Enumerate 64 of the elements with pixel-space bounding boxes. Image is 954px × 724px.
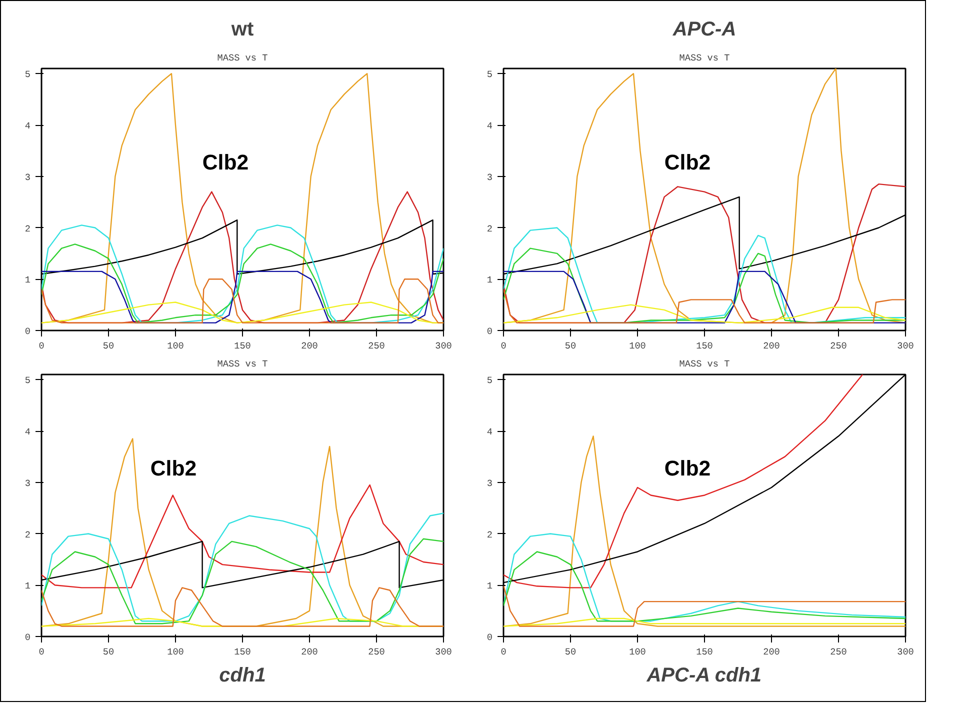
y-tick-label: 1 xyxy=(24,274,31,286)
chart-title: MASS vs T xyxy=(217,358,268,370)
y-tick-label: 0 xyxy=(24,632,31,643)
x-tick-label: 300 xyxy=(897,340,914,352)
y-tick-label: 2 xyxy=(24,223,31,234)
annotation: Clb2 xyxy=(664,150,711,174)
x-tick-label: 200 xyxy=(301,646,318,658)
x-tick-label: 100 xyxy=(167,340,184,352)
y-tick-label: 4 xyxy=(486,120,493,132)
x-tick-label: 100 xyxy=(629,340,646,352)
chart-title: MASS vs T xyxy=(217,52,268,64)
y-tick-label: 0 xyxy=(486,326,493,337)
y-tick-label: 4 xyxy=(24,426,31,438)
y-tick-label: 4 xyxy=(486,426,493,438)
x-tick-label: 150 xyxy=(234,340,252,352)
y-tick-label: 2 xyxy=(24,529,31,540)
x-tick-label: 250 xyxy=(368,340,386,352)
x-tick-label: 250 xyxy=(830,340,848,352)
x-tick-label: 50 xyxy=(564,646,576,658)
y-tick-label: 5 xyxy=(486,69,493,80)
x-tick-label: 150 xyxy=(696,340,714,352)
annotation: Clb2 xyxy=(150,456,197,480)
chart-title: MASS vs T xyxy=(679,52,730,64)
x-tick-label: 100 xyxy=(629,646,646,658)
x-tick-label: 300 xyxy=(435,646,452,658)
x-tick-label: 50 xyxy=(102,646,114,658)
x-tick-label: 0 xyxy=(500,646,507,658)
y-tick-label: 2 xyxy=(486,223,493,234)
y-tick-label: 1 xyxy=(24,580,31,592)
y-tick-label: 1 xyxy=(486,580,493,592)
x-tick-label: 0 xyxy=(38,646,45,658)
y-tick-label: 3 xyxy=(486,172,493,183)
text: cdh1 xyxy=(219,664,266,686)
x-tick-label: 200 xyxy=(763,340,780,352)
y-tick-label: 3 xyxy=(24,478,31,489)
x-tick-label: 300 xyxy=(897,646,914,658)
y-tick-label: 3 xyxy=(486,478,493,489)
x-tick-label: 0 xyxy=(500,340,507,352)
x-tick-label: 250 xyxy=(830,646,848,658)
chart-title: MASS vs T xyxy=(679,358,730,370)
x-tick-label: 200 xyxy=(763,646,780,658)
x-tick-label: 50 xyxy=(102,340,114,352)
y-tick-label: 2 xyxy=(486,529,493,540)
y-tick-label: 5 xyxy=(486,375,493,386)
x-tick-label: 300 xyxy=(435,340,452,352)
text: APC-A cdh1 xyxy=(646,664,762,686)
y-tick-label: 1 xyxy=(486,274,493,286)
y-tick-label: 4 xyxy=(24,120,31,132)
x-tick-label: 150 xyxy=(234,646,252,658)
x-tick-label: 50 xyxy=(564,340,576,352)
y-tick-label: 0 xyxy=(24,326,31,337)
annotation: Clb2 xyxy=(664,456,711,480)
y-tick-label: 0 xyxy=(486,632,493,643)
chart-subtitle: wt xyxy=(230,18,254,40)
x-tick-label: 150 xyxy=(696,646,714,658)
x-tick-label: 100 xyxy=(167,646,184,658)
x-tick-label: 0 xyxy=(38,340,45,352)
chart-subtitle: APC-A xyxy=(672,18,736,40)
y-tick-label: 5 xyxy=(24,69,31,80)
annotation: Clb2 xyxy=(202,150,249,174)
y-tick-label: 5 xyxy=(24,375,31,386)
x-tick-label: 200 xyxy=(301,340,318,352)
x-tick-label: 250 xyxy=(368,646,386,658)
y-tick-label: 3 xyxy=(24,172,31,183)
